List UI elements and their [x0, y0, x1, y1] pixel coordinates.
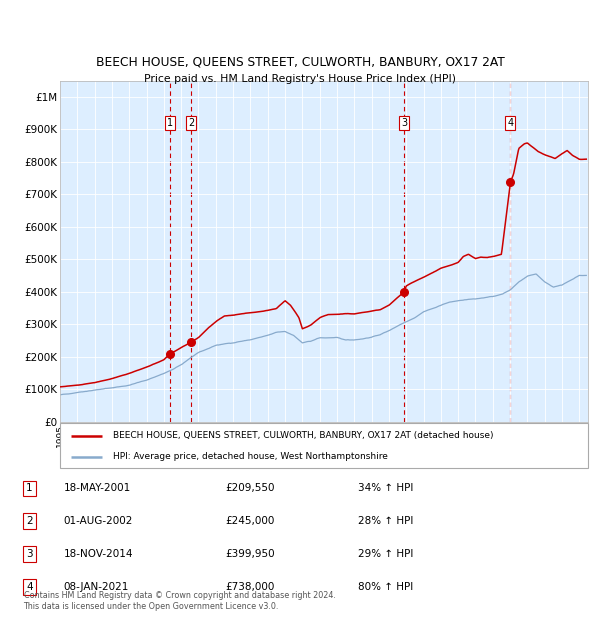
Text: £738,000: £738,000 [225, 582, 274, 592]
Text: £209,550: £209,550 [225, 484, 275, 494]
Text: 3: 3 [26, 549, 32, 559]
Text: 18-MAY-2001: 18-MAY-2001 [64, 484, 131, 494]
Text: 4: 4 [26, 582, 32, 592]
Text: 1: 1 [26, 484, 32, 494]
Text: 01-AUG-2002: 01-AUG-2002 [64, 516, 133, 526]
Text: 3: 3 [401, 118, 407, 128]
Text: 4: 4 [508, 118, 514, 128]
Text: Contains HM Land Registry data © Crown copyright and database right 2024.
This d: Contains HM Land Registry data © Crown c… [23, 591, 335, 611]
Text: 2: 2 [188, 118, 194, 128]
FancyBboxPatch shape [60, 423, 588, 468]
Text: 80% ↑ HPI: 80% ↑ HPI [358, 582, 413, 592]
Text: Price paid vs. HM Land Registry's House Price Index (HPI): Price paid vs. HM Land Registry's House … [144, 74, 456, 84]
Text: 34% ↑ HPI: 34% ↑ HPI [358, 484, 413, 494]
Text: £245,000: £245,000 [225, 516, 274, 526]
Text: 1: 1 [167, 118, 173, 128]
Text: £399,950: £399,950 [225, 549, 275, 559]
Text: 08-JAN-2021: 08-JAN-2021 [64, 582, 129, 592]
Text: BEECH HOUSE, QUEENS STREET, CULWORTH, BANBURY, OX17 2AT (detached house): BEECH HOUSE, QUEENS STREET, CULWORTH, BA… [113, 432, 493, 440]
Text: BEECH HOUSE, QUEENS STREET, CULWORTH, BANBURY, OX17 2AT: BEECH HOUSE, QUEENS STREET, CULWORTH, BA… [95, 55, 505, 68]
Text: 2: 2 [26, 516, 32, 526]
Text: 28% ↑ HPI: 28% ↑ HPI [358, 516, 413, 526]
Text: HPI: Average price, detached house, West Northamptonshire: HPI: Average price, detached house, West… [113, 453, 388, 461]
Text: 18-NOV-2014: 18-NOV-2014 [64, 549, 133, 559]
Text: 29% ↑ HPI: 29% ↑ HPI [358, 549, 413, 559]
